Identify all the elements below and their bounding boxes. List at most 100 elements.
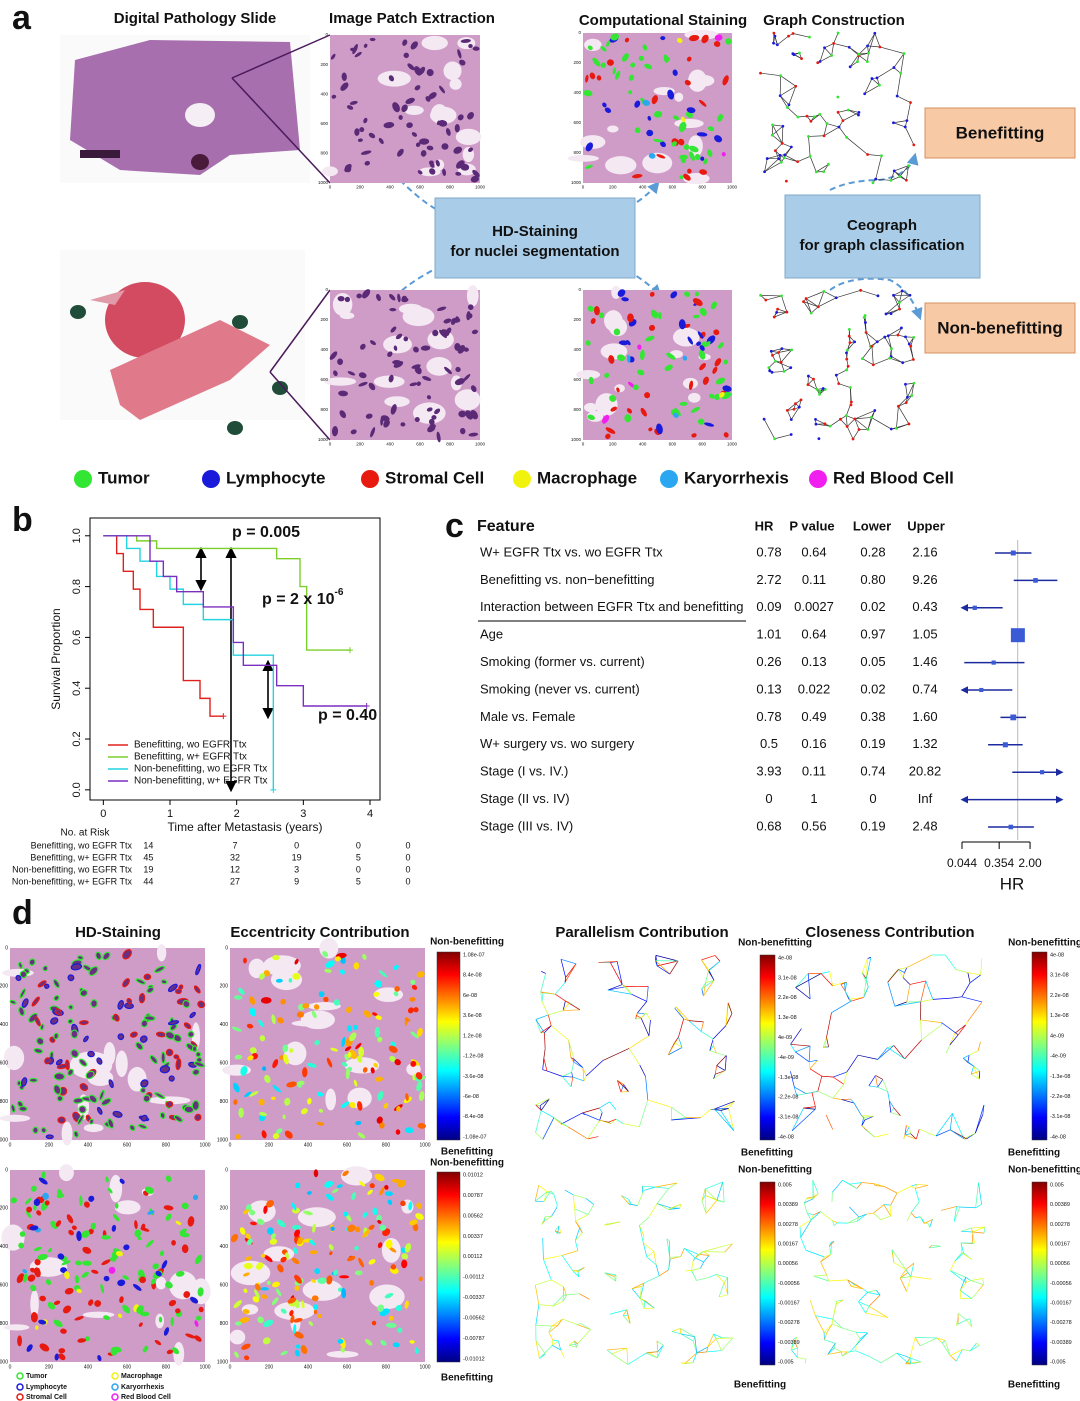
nucleus [368,1259,376,1265]
graph-edge [949,1129,965,1140]
graph-edge [867,417,872,430]
nucleus [179,1232,190,1238]
nucleus [61,1260,71,1266]
graph-edge [691,1270,697,1281]
graph-edge [725,1013,733,1026]
graph-edge [824,1037,827,1047]
graph-edge [541,992,544,1002]
nucleus [637,344,642,350]
risk-value: 14 [143,840,153,850]
graph-edge [696,1351,707,1354]
graph-edge [898,397,908,407]
graph-edge [856,1182,863,1189]
image-tick-label: 200 [356,442,364,447]
nucleus [260,1254,266,1258]
risk-row-label: Benefitting, w+ EGFR Ttx [30,852,132,862]
lumen [426,357,452,376]
graph-edge [898,406,910,425]
nucleus [197,1287,204,1297]
graph-edge [635,1012,638,1016]
lumen [567,154,599,162]
nucleus [108,1266,116,1274]
nucleus [242,1309,250,1314]
nucleus [32,1126,39,1134]
censor-mark [220,713,227,720]
cell-graph [535,955,735,1140]
nucleus [337,295,345,302]
graph-edge [573,1340,578,1345]
nucleus [313,1004,320,1010]
nucleus [53,1319,63,1328]
graph-edge [701,1188,706,1201]
graph-edge [915,1184,929,1189]
graph-edge [539,1345,553,1359]
nucleus [472,169,480,178]
graph-edge [626,1309,631,1324]
nucleus [96,1106,103,1115]
graph-node [901,361,905,365]
nucleus [22,1273,28,1283]
graph-edge [969,1050,979,1056]
graph-edge [643,1242,655,1252]
outcome-box [924,302,1076,354]
graph-edge [544,1215,552,1222]
graph-edge [551,1345,561,1351]
graph-node [869,416,873,419]
graph-edge [564,977,567,983]
nucleus [349,1032,357,1042]
graph-node [777,157,781,161]
nucleus [699,307,707,316]
nucleus [710,301,717,310]
nucleus [419,138,430,145]
graph-edge [828,1241,835,1247]
nucleus [183,1022,192,1030]
nucleus [698,349,706,360]
image-tick-label: 400 [639,185,647,190]
nucleus [160,1051,166,1064]
graph-node [903,125,907,129]
colorbar-tick-label: 0.00056 [778,1261,798,1267]
graph-edge [705,1195,718,1201]
nucleus [85,1070,95,1080]
nucleus [650,311,658,319]
graph-edge [805,298,812,314]
graph-edge [779,95,788,108]
image-tick-label: 1000 [217,1359,228,1365]
graph-edge [653,1251,657,1265]
survival-curve [103,535,224,717]
graph-edge [816,164,829,173]
graph-edge [855,1331,868,1334]
graph-edge [817,1090,834,1099]
image-tick-label: 200 [265,1364,274,1370]
graph-edge [658,1269,669,1277]
graph-edge [535,1132,544,1140]
graph-edge [826,1037,829,1048]
image-tick-label: 600 [320,121,328,126]
graph-edge [890,1112,901,1117]
nucleus [67,974,75,982]
nucleus [418,1276,423,1282]
graph-edge [820,973,833,987]
graph-edge [809,1059,818,1063]
panel-title: Eccentricity Contribution [230,924,409,941]
graph-edge [555,993,566,1002]
nucleus [155,1031,166,1038]
nucleus [725,38,732,45]
nucleus [238,1107,244,1118]
nucleus [444,366,452,375]
nucleus [445,128,451,136]
nucleus [355,1120,362,1126]
graph-edge [902,972,905,978]
nucleus [722,75,729,86]
x-tick-label: 2 [234,808,240,820]
nucleus [26,1344,33,1352]
nucleus [390,404,397,415]
zoom-line [231,77,331,184]
graph-edge [844,990,852,1002]
graph-edge [904,1134,917,1140]
colorbar [759,954,776,1141]
graph-edge [935,1113,953,1137]
graph-edge [960,1290,972,1299]
nucleus [294,1229,301,1238]
graph-edge [824,1339,836,1344]
